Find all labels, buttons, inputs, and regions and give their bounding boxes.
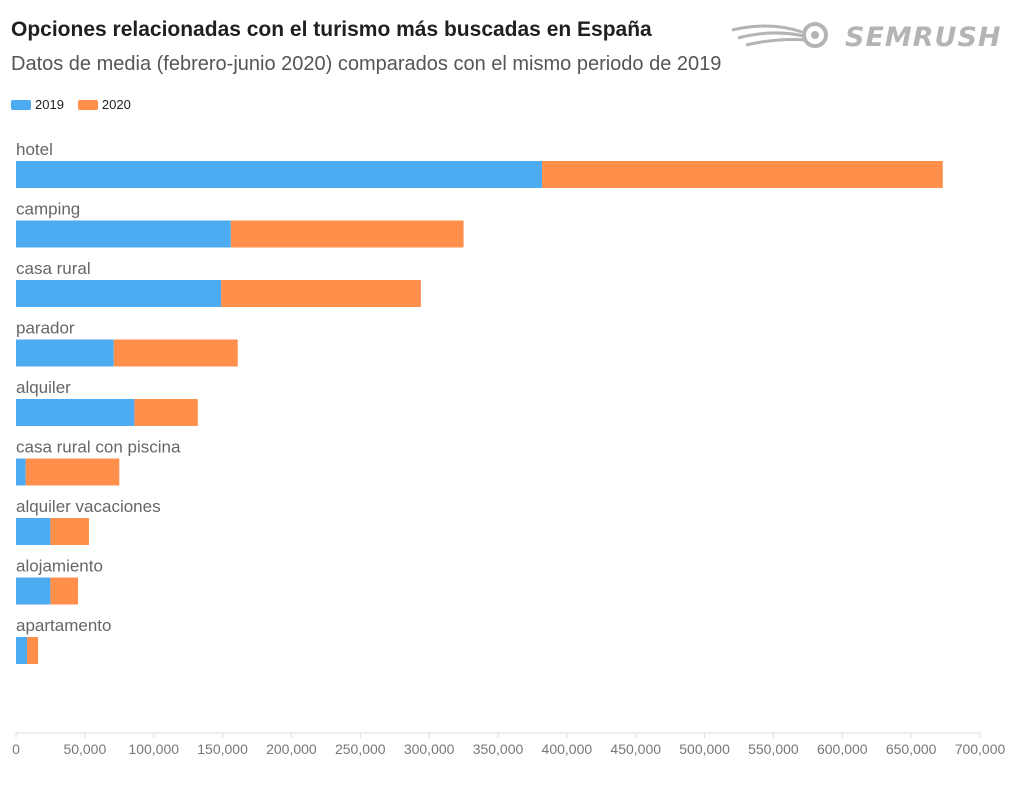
x-tick-label: 0 [12,741,20,757]
bar-2020-hotel[interactable] [542,161,943,188]
bar-2020-apartamento[interactable] [27,637,39,664]
bar-2019-casa-rural[interactable] [16,280,222,307]
category-label: apartamento [16,616,111,635]
x-tick-label: 600,000 [817,741,868,757]
chart-subtitle: Datos de media (febrero-junio 2020) comp… [11,53,722,75]
bar-2020-camping[interactable] [230,220,464,248]
bar-2019-camping[interactable] [16,220,231,248]
brand-wordmark: SEMRUSH [845,22,1002,53]
semrush-logo: SEMRUSH [731,22,1002,53]
x-tick-label: 150,000 [197,741,248,757]
legend-item-2019[interactable]: 2019 [11,97,64,112]
category-label: parador [16,319,75,338]
bar-2019-alojamiento[interactable] [16,577,51,605]
x-tick-label: 100,000 [128,741,179,757]
category-label: alquiler [16,378,71,397]
rocket-comet-icon [731,22,828,48]
category-label: hotel [16,140,53,159]
bar-2020-alojamiento[interactable] [50,577,78,605]
x-tick-label: 300,000 [404,741,455,757]
category-label: casa rural [16,259,91,278]
legend-label-2019: 2019 [35,97,64,112]
bar-2019-alquiler[interactable] [16,399,135,426]
bar-2019-casa-rural-con-piscina[interactable] [16,458,26,486]
bar-2019-apartamento[interactable] [16,637,28,664]
x-tick-label: 250,000 [335,741,386,757]
x-tick-label: 400,000 [542,741,593,757]
bar-2019-hotel[interactable] [16,161,543,188]
x-tick-label: 200,000 [266,741,317,757]
bar-2020-alquiler[interactable] [134,399,198,426]
legend-swatch-2020 [77,99,98,110]
category-label: alojamiento [16,557,103,576]
bar-2019-alquiler-vacaciones[interactable] [16,518,51,545]
x-tick-label: 550,000 [748,741,799,757]
bar-2020-alquiler-vacaciones[interactable] [50,518,89,545]
legend-label-2020: 2020 [101,97,131,112]
x-tick-label: 500,000 [679,741,730,757]
category-label: alquiler vacaciones [16,497,161,516]
category-label: camping [16,200,80,219]
bar-2020-parador[interactable] [113,339,238,367]
x-tick-label: 450,000 [610,741,661,757]
bar-2020-casa-rural[interactable] [221,280,421,307]
x-tick-label: 650,000 [886,741,937,757]
bar-2019-parador[interactable] [16,339,114,367]
x-tick-label: 50,000 [63,741,106,757]
bar-2020-casa-rural-con-piscina[interactable] [25,458,120,486]
chart-title: Opciones relacionadas con el turismo más… [11,18,652,41]
legend: 2019 2020 [11,97,145,112]
category-label: casa rural con piscina [16,438,181,457]
legend-swatch-2019 [11,99,31,110]
x-tick-label: 350,000 [473,741,524,757]
legend-item-2020[interactable]: 2020 [77,97,131,112]
x-tick-label: 700,000 [955,741,1006,757]
